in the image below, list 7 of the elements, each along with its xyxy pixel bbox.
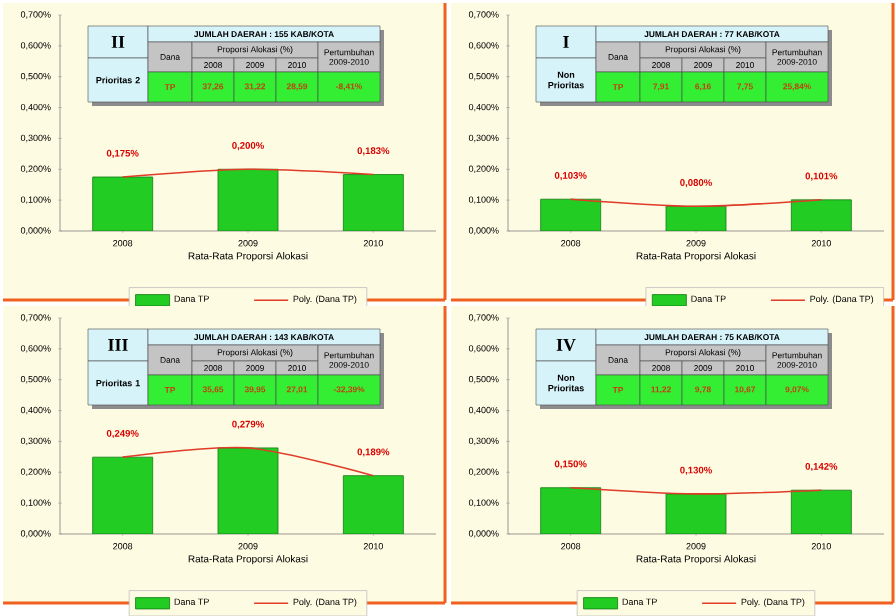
bar [217, 447, 279, 534]
bar [342, 475, 404, 534]
annotation: III [108, 338, 128, 351]
annotation: IV [556, 338, 576, 351]
annotation: II [111, 35, 125, 48]
bar [92, 456, 154, 534]
annotation: I [563, 35, 569, 48]
